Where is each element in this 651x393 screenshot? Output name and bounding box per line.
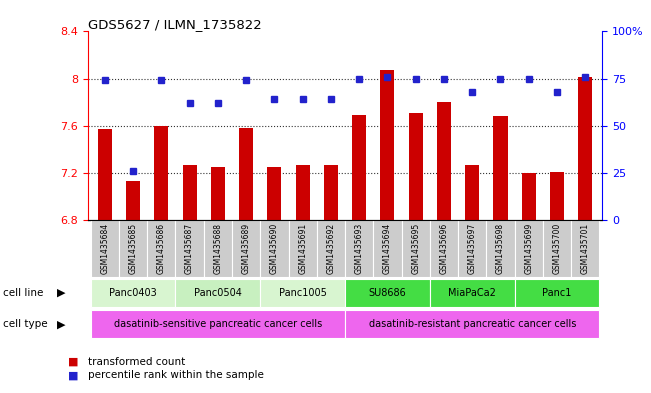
Bar <box>324 165 338 220</box>
Bar <box>578 77 592 220</box>
Bar <box>493 116 508 220</box>
Bar <box>90 279 176 307</box>
Bar <box>239 128 253 220</box>
Bar <box>465 165 479 220</box>
Text: GSM1435687: GSM1435687 <box>185 223 194 274</box>
Text: GSM1435698: GSM1435698 <box>496 223 505 274</box>
Bar <box>288 220 317 277</box>
Text: ▶: ▶ <box>57 319 66 329</box>
Text: GSM1435690: GSM1435690 <box>270 223 279 274</box>
Text: GDS5627 / ILMN_1735822: GDS5627 / ILMN_1735822 <box>88 18 262 31</box>
Text: GSM1435696: GSM1435696 <box>439 223 449 274</box>
Bar <box>176 279 260 307</box>
Bar <box>182 165 197 220</box>
Text: GSM1435700: GSM1435700 <box>553 223 561 274</box>
Bar <box>345 220 373 277</box>
Text: GSM1435695: GSM1435695 <box>411 223 420 274</box>
Text: GSM1435689: GSM1435689 <box>242 223 251 274</box>
Text: dasatinib-sensitive pancreatic cancer cells: dasatinib-sensitive pancreatic cancer ce… <box>114 319 322 329</box>
Bar <box>543 220 571 277</box>
Text: percentile rank within the sample: percentile rank within the sample <box>88 370 264 380</box>
Bar <box>176 220 204 277</box>
Bar <box>373 220 402 277</box>
Bar <box>317 220 345 277</box>
Bar <box>514 279 600 307</box>
Bar <box>486 220 514 277</box>
Bar <box>458 220 486 277</box>
Text: ■: ■ <box>68 356 79 367</box>
Text: cell line: cell line <box>3 288 44 298</box>
Text: GSM1435691: GSM1435691 <box>298 223 307 274</box>
Text: SU8686: SU8686 <box>368 288 406 298</box>
Text: GSM1435688: GSM1435688 <box>214 223 223 274</box>
Text: MiaPaCa2: MiaPaCa2 <box>449 288 496 298</box>
Text: GSM1435701: GSM1435701 <box>581 223 590 274</box>
Bar <box>147 220 176 277</box>
Bar <box>514 220 543 277</box>
Text: GSM1435694: GSM1435694 <box>383 223 392 274</box>
Bar <box>402 220 430 277</box>
Text: Panc0504: Panc0504 <box>194 288 242 298</box>
Text: GSM1435693: GSM1435693 <box>355 223 364 274</box>
Text: GSM1435684: GSM1435684 <box>100 223 109 274</box>
Bar <box>232 220 260 277</box>
Bar <box>119 220 147 277</box>
Text: GSM1435686: GSM1435686 <box>157 223 166 274</box>
Bar <box>260 220 288 277</box>
Bar <box>90 220 119 277</box>
Bar <box>90 310 345 338</box>
Bar <box>154 126 169 220</box>
Bar <box>430 220 458 277</box>
Text: GSM1435685: GSM1435685 <box>129 223 137 274</box>
Text: ▶: ▶ <box>57 288 66 298</box>
Text: cell type: cell type <box>3 319 48 329</box>
Bar <box>98 129 112 220</box>
Bar <box>296 165 310 220</box>
Bar <box>268 167 281 220</box>
Text: GSM1435692: GSM1435692 <box>326 223 335 274</box>
Text: Panc0403: Panc0403 <box>109 288 157 298</box>
Text: Panc1005: Panc1005 <box>279 288 327 298</box>
Text: GSM1435697: GSM1435697 <box>467 223 477 274</box>
Bar <box>204 220 232 277</box>
Bar <box>437 102 451 220</box>
Text: Panc1: Panc1 <box>542 288 572 298</box>
Text: GSM1435699: GSM1435699 <box>524 223 533 274</box>
Bar <box>345 310 600 338</box>
Bar <box>409 113 422 220</box>
Bar <box>352 115 367 220</box>
Bar <box>345 279 430 307</box>
Text: transformed count: transformed count <box>88 356 185 367</box>
Bar <box>430 279 514 307</box>
Text: ■: ■ <box>68 370 79 380</box>
Bar <box>380 70 395 220</box>
Bar <box>126 181 140 220</box>
Bar <box>260 279 345 307</box>
Bar <box>550 172 564 220</box>
Bar <box>571 220 600 277</box>
Text: dasatinib-resistant pancreatic cancer cells: dasatinib-resistant pancreatic cancer ce… <box>368 319 576 329</box>
Bar <box>211 167 225 220</box>
Bar <box>521 173 536 220</box>
